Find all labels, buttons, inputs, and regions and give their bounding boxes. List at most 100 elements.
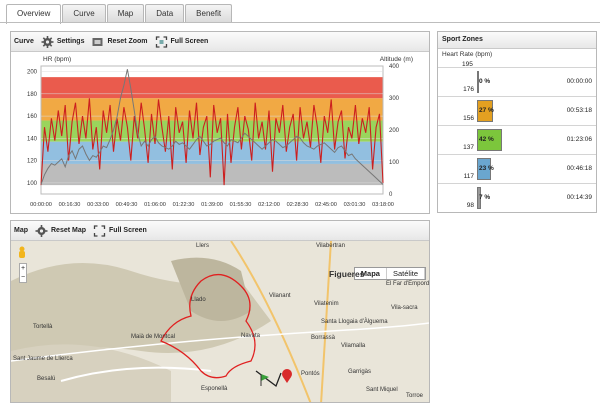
zone-percentage: 0 %	[479, 78, 491, 85]
map-title: Map	[14, 227, 28, 234]
map-place-label: Santa Llogaia d'Àlguema	[321, 319, 388, 325]
map-place-label: Borrassà	[311, 335, 336, 341]
zone-duration: 00:00:00	[566, 78, 592, 85]
y-left-tick-label: 160	[27, 114, 38, 120]
y-left-axis-label: HR (bpm)	[43, 56, 71, 63]
zone-percentage: 42 %	[479, 136, 494, 143]
street-view-pegman-icon[interactable]	[17, 246, 27, 260]
zone-lower-bound: 156	[463, 115, 474, 122]
zone-lower-bound: 117	[463, 173, 474, 180]
zone-lower-bound: 137	[463, 144, 474, 151]
zone-row: 23 % 117 00:46:18	[438, 154, 596, 181]
zone-bar	[477, 71, 479, 93]
y-right-tick-label: 400	[389, 64, 400, 70]
zone-duration: 00:46:18	[566, 165, 592, 172]
zone-list: 195 0 % 176 00:00:00 27 % 156 00:53:18 42 % 137…	[438, 61, 596, 213]
sport-zones-title: Sport Zones	[438, 32, 596, 49]
y-left-tick-label: 100	[27, 181, 38, 187]
x-tick-label: 03:01:30	[344, 202, 366, 208]
zone-percentage: 23 %	[479, 165, 494, 172]
finish-marker-icon[interactable]	[281, 368, 293, 384]
map-place-label: Vilanant	[269, 293, 291, 299]
zone-lower-bound: 98	[466, 202, 474, 209]
x-tick-label: 03:18:00	[372, 202, 394, 208]
zone-top-value: 195	[462, 61, 473, 68]
curve-toolbar: Curve Settings Reset Zoom Full Screen	[11, 32, 429, 52]
map-place-label: Garrigàs	[348, 369, 372, 375]
tab-overview[interactable]: Overview	[6, 4, 62, 24]
zone-lower-bound: 176	[463, 86, 474, 93]
zone-bar	[477, 158, 491, 180]
hr-altitude-chart[interactable]: 100 120 140 160 180 200 0 100 200 300 400 00:00:00 0…	[11, 52, 429, 213]
y-left-tick-label: 120	[27, 159, 38, 165]
y-right-tick-label: 200	[389, 128, 400, 134]
zone-row: 42 % 137 01:23:06	[438, 125, 596, 152]
map-place-label: Vila-sacra	[391, 305, 418, 311]
zone-row: 7 % 98 00:14:39	[438, 183, 596, 210]
hr-zone-band	[41, 77, 383, 99]
zone-duration: 00:53:18	[566, 107, 592, 114]
map-place-label: Llers	[196, 243, 210, 249]
map-type-map-button[interactable]: Mapa	[355, 268, 387, 279]
fullscreen-icon	[155, 35, 167, 48]
settings-button[interactable]: Settings	[41, 35, 84, 48]
map-place-label: Vilatenim	[314, 301, 339, 307]
start-flag-icon[interactable]	[259, 373, 271, 387]
y-right-tick-label: 0	[389, 192, 393, 198]
hr-zone-band	[41, 98, 383, 121]
x-tick-label: 01:55:30	[230, 202, 252, 208]
x-tick-label: 02:45:00	[315, 202, 337, 208]
map-place-label: Figueres	[329, 269, 365, 279]
x-tick-label: 00:16:30	[59, 202, 81, 208]
zone-percentage: 7 %	[479, 194, 491, 201]
zone-percentage: 27 %	[479, 107, 494, 114]
gear-icon	[35, 224, 48, 237]
full-screen-button[interactable]: Full Screen	[155, 35, 209, 48]
reset-map-button[interactable]: Reset Map	[35, 224, 87, 237]
reset-zoom-button[interactable]: Reset Zoom	[91, 36, 148, 48]
map-canvas[interactable]: + − Mapa Satélite Llers Vilabertran Figuere…	[11, 240, 430, 402]
y-right-tick-label: 100	[389, 160, 400, 166]
map-place-label: Vilabertran	[316, 243, 345, 249]
zone-duration: 01:23:06	[566, 136, 592, 143]
map-panel: Map Reset Map Full Screen + − Mapa Satéli…	[10, 220, 430, 403]
map-place-label: Sant Miquel	[366, 387, 398, 393]
x-tick-label: 00:33:00	[87, 202, 109, 208]
tab-map[interactable]: Map	[106, 4, 145, 23]
zone-row: 27 % 156 00:53:18	[438, 96, 596, 123]
zone-duration: 00:14:39	[566, 194, 592, 201]
map-place-label: Esponellà	[201, 386, 228, 392]
zone-bar	[477, 129, 503, 151]
x-tick-label: 00:00:00	[30, 202, 52, 208]
zone-bar	[477, 100, 494, 122]
x-tick-label: 02:28:30	[287, 202, 309, 208]
tab-curve[interactable]: Curve	[62, 4, 106, 23]
gear-icon	[41, 35, 54, 48]
map-type-switch: Mapa Satélite	[353, 267, 426, 280]
map-terrain	[11, 240, 429, 402]
map-place-label: Navata	[241, 333, 261, 339]
map-place-label: Torroe	[406, 393, 424, 399]
x-tick-label: 01:06:00	[144, 202, 166, 208]
reset-map-label: Reset Map	[51, 227, 87, 234]
reset-zoom-icon	[92, 37, 103, 46]
zoom-controls[interactable]: + −	[19, 263, 27, 283]
reset-zoom-label: Reset Zoom	[107, 38, 148, 45]
tab-benefit[interactable]: Benefit	[185, 4, 233, 23]
tab-data[interactable]: Data	[145, 4, 185, 23]
y-left-tick-label: 180	[27, 92, 38, 98]
map-place-label: Besalú	[37, 376, 56, 382]
map-place-label: Vilamalla	[341, 343, 366, 349]
hr-zone-band	[41, 163, 383, 186]
map-toolbar: Map Reset Map Full Screen	[11, 221, 429, 241]
curve-panel: Curve Settings Reset Zoom Full Screen 10…	[10, 31, 430, 214]
plot-frame	[40, 65, 384, 195]
full-screen-label: Full Screen	[170, 38, 209, 45]
y-right-tick-label: 300	[389, 96, 400, 102]
fullscreen-icon	[93, 224, 106, 237]
map-place-label: El Far d'Empordà	[386, 281, 430, 287]
map-place-label: Maià de Montcal	[131, 334, 176, 340]
map-full-screen-button[interactable]: Full Screen	[93, 224, 147, 237]
map-type-satellite-button[interactable]: Satélite	[387, 268, 425, 279]
map-place-label: Tortellà	[33, 324, 53, 330]
